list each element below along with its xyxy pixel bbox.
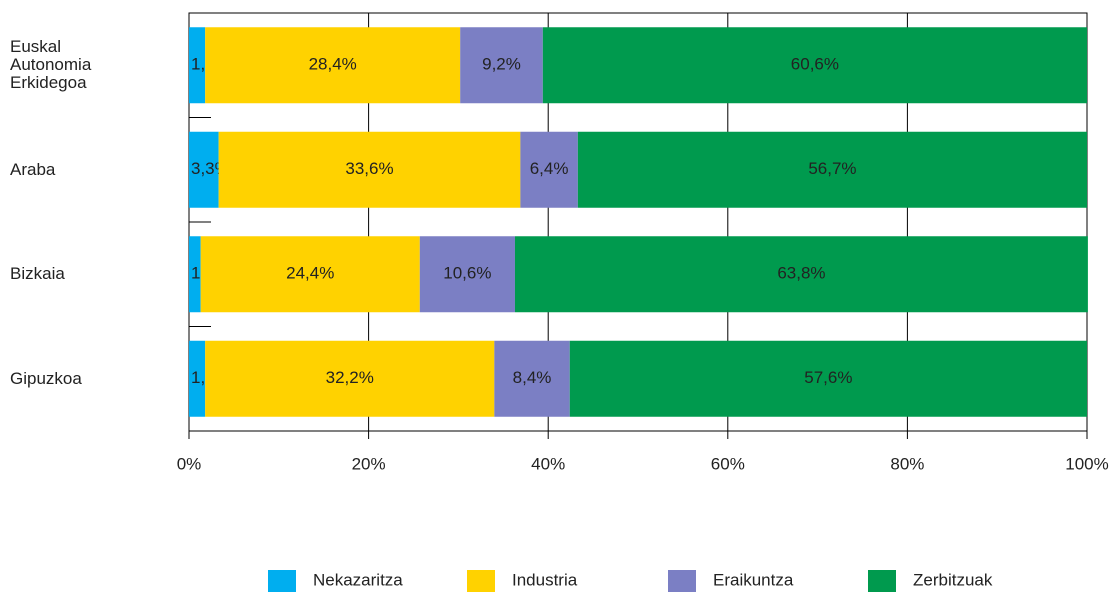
data-label: 32,2%	[326, 368, 374, 387]
bar-segment	[460, 27, 543, 104]
legend-swatch	[268, 570, 296, 592]
legend-label: Eraikuntza	[713, 570, 794, 589]
bar-segment	[520, 131, 578, 208]
y-tick-label: Araba	[10, 159, 56, 179]
bar-segment	[542, 27, 1087, 104]
x-tick-label: 100%	[1065, 454, 1108, 473]
x-tick-label: 60%	[711, 454, 745, 473]
x-tick-label: 20%	[352, 454, 386, 473]
bar-segment	[189, 340, 206, 417]
bar-segment	[189, 131, 219, 208]
legend-swatch	[467, 570, 495, 592]
bar-segment	[514, 236, 1088, 313]
data-label: 33,6%	[345, 159, 393, 178]
legend-label: Industria	[512, 570, 578, 589]
data-label: 10,6%	[443, 264, 491, 283]
data-label: 57,6%	[804, 368, 852, 387]
x-tick-label: 80%	[890, 454, 924, 473]
data-label: 63,8%	[777, 264, 825, 283]
bar-segment	[205, 340, 495, 417]
bar-segment	[419, 236, 515, 313]
data-label: 24,4%	[286, 264, 334, 283]
y-tick-label: Euskal Autonomia Erkidegoa	[10, 37, 92, 93]
bar-segment	[577, 131, 1087, 208]
bar-segment	[494, 340, 570, 417]
bar-segment	[200, 236, 420, 313]
y-tick-label: Gipuzkoa	[10, 368, 82, 388]
legend-swatch	[668, 570, 696, 592]
x-tick-label: 40%	[531, 454, 565, 473]
legend-label: Nekazaritza	[313, 570, 403, 589]
data-label: 28,4%	[309, 55, 357, 74]
bar-segment	[205, 27, 461, 104]
data-label: 60,6%	[791, 55, 839, 74]
data-label: 9,2%	[482, 55, 521, 74]
legend-label: Zerbitzuak	[913, 570, 993, 589]
x-tick-label: 0%	[177, 454, 202, 473]
bar-segment	[218, 131, 521, 208]
bar-segment	[569, 340, 1087, 417]
data-label: 8,4%	[513, 368, 552, 387]
y-tick-label: Bizkaia	[10, 264, 65, 284]
bar-segment	[189, 236, 201, 313]
bar-segment	[189, 27, 206, 104]
data-label: 56,7%	[808, 159, 856, 178]
data-label: 6,4%	[530, 159, 569, 178]
legend-swatch	[868, 570, 896, 592]
